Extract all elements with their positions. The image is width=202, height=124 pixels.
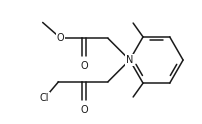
Text: O: O <box>80 61 88 71</box>
Text: Cl: Cl <box>40 93 49 103</box>
Text: O: O <box>80 105 88 115</box>
Text: O: O <box>56 33 64 43</box>
Text: N: N <box>125 55 133 65</box>
